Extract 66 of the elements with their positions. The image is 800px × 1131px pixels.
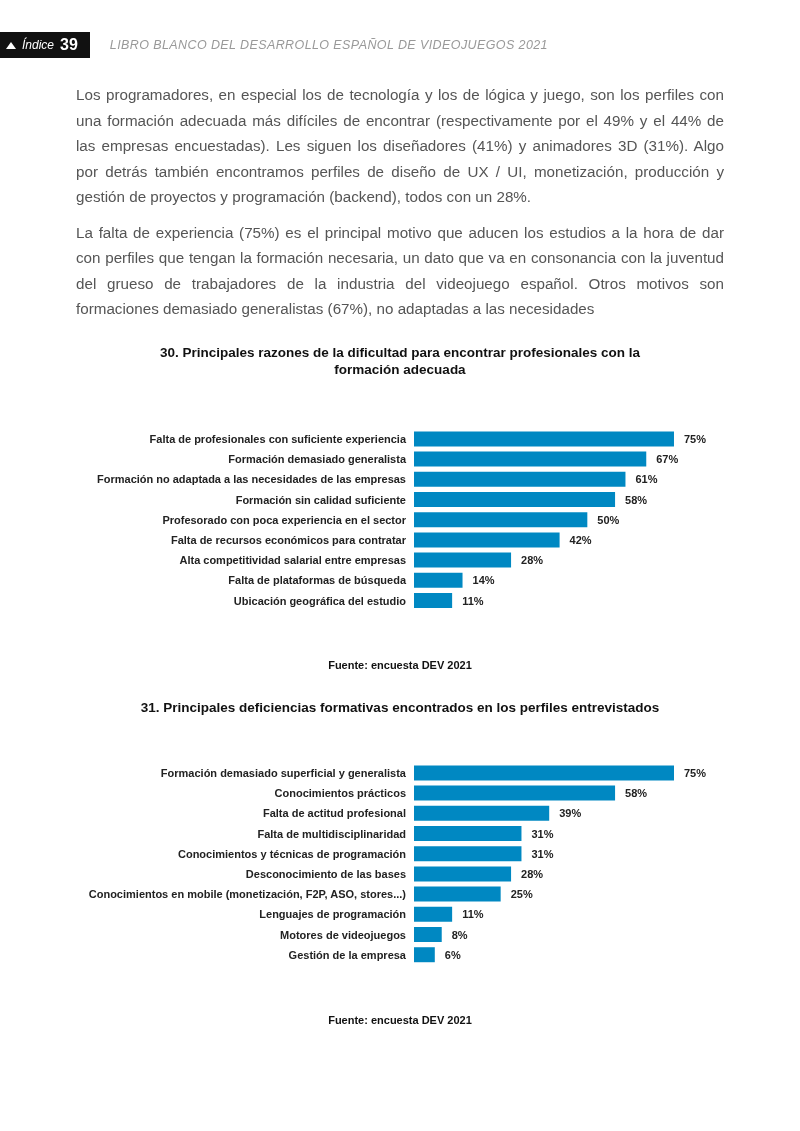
- data-label: 75%: [684, 767, 707, 780]
- y-tick-label: Falta de profesionales con suficiente experiencia: [149, 432, 407, 445]
- data-label: 42%: [569, 533, 592, 546]
- y-tick-label: Conocimientos prácticos: [274, 787, 406, 800]
- y-tick-label: Falta de recursos económicos para contratar: [170, 533, 407, 546]
- bar: [414, 886, 501, 902]
- data-label: 25%: [510, 888, 533, 901]
- bar: [414, 947, 435, 963]
- bar: [414, 592, 453, 608]
- data-label: 58%: [625, 493, 648, 506]
- bar: [414, 846, 522, 862]
- bar: [414, 451, 647, 467]
- data-label: 14%: [472, 573, 495, 586]
- y-tick-label: Gestión de la empresa: [288, 949, 407, 962]
- y-tick-label: Motores de videojuegos: [280, 928, 406, 941]
- y-tick-label: Falta de plataformas de búsqueda: [228, 573, 407, 586]
- y-tick-label: Profesorado con poca experiencia en el sector: [162, 513, 407, 526]
- y-tick-label: Falta de actitud profesional: [262, 807, 406, 820]
- data-label: 61%: [635, 472, 658, 485]
- bar: [414, 491, 616, 507]
- y-tick-label: Conocimientos y técnicas de programación: [177, 848, 407, 861]
- bar: [414, 907, 453, 923]
- text: Índice: [22, 38, 55, 52]
- data-label: 58%: [625, 787, 648, 800]
- text: LIBRO BLANCO DEL DESARROLLO ESPAÑOL DE VIDEOJUEGOS 2021: [109, 38, 548, 52]
- bar: [414, 552, 512, 568]
- bar: [414, 511, 588, 527]
- bar: [414, 430, 674, 446]
- source-note: Fuente: encuesta DEV 2021: [327, 659, 473, 672]
- bar: [414, 572, 463, 588]
- data-label: 8%: [451, 928, 468, 941]
- y-tick-label: Alta competitividad salarial entre empresas: [179, 553, 406, 566]
- y-tick-label: Desconocimiento de las bases: [245, 868, 406, 881]
- data-label: 6%: [444, 949, 461, 962]
- y-tick-label: Formación no adaptada a las necesidades de las empresas: [97, 472, 406, 485]
- bar: [414, 785, 616, 801]
- bar: [414, 866, 512, 882]
- y-tick-label: Conocimientos en mobile (monetización, F2P, ASO, stores...): [88, 888, 407, 901]
- bar: [414, 806, 550, 822]
- y-tick-label: Formación sin calidad suficiente: [235, 493, 406, 506]
- y-tick-label: Formación demasiado generalista: [228, 452, 407, 465]
- text: Los programadores, en especial los de tecnología y los de lógica y juego, son los perfiles con una formación adecuada más difíciles de encontrar (respectivamente por el 49% y el 44% de las empresas encuestadas). Les siguen los diseñadores (41%) y animadores 3D (31%). Algo por detrás también encontramos perfiles de diseño de UX / UI, monetización, producción y gestión de proyectos y programación (backend), todos con un 28%.: [76, 85, 724, 207]
- bar: [414, 531, 560, 547]
- data-label: 28%: [521, 868, 544, 881]
- data-label: 67%: [656, 452, 679, 465]
- y-tick-label: Lenguajes de programación: [259, 908, 407, 921]
- data-label: 31%: [531, 827, 554, 840]
- data-label: 11%: [462, 908, 484, 921]
- text: 39: [60, 36, 78, 54]
- chart-title: 31. Principales deficiencias formativas encontrados en los perfiles entrevistados: [139, 699, 661, 717]
- text: La falta de experiencia (75%) es el principal motivo que aducen los estudios a la hora de dar con perfiles que tengan la formación necesaria, un dato que va en consonancia con la juventud del grueso de trabajadores de la industria del videojuego español. Otros motivos son formaciones demasiado generalistas (67%), no adaptadas a las necesidades: [76, 222, 724, 319]
- data-label: 28%: [521, 553, 544, 566]
- y-tick-label: Formación demasiado superficial y generalista: [160, 767, 407, 780]
- bar: [414, 927, 442, 943]
- source-note: Fuente: encuesta DEV 2021: [327, 1014, 473, 1027]
- bar: [414, 826, 522, 842]
- data-label: 39%: [559, 807, 582, 820]
- y-tick-label: Falta de multidisciplinaridad: [257, 827, 406, 840]
- data-label: 31%: [531, 848, 554, 861]
- data-label: 11%: [462, 594, 484, 607]
- bar: [414, 765, 674, 781]
- data-label: 75%: [684, 432, 707, 445]
- y-tick-label: Ubicación geográfica del estudio: [233, 594, 407, 607]
- bar: [414, 471, 626, 487]
- chart-title: 30. Principales razones de la dificultad para encontrar profesionales con la formación adecuada: [158, 343, 642, 378]
- data-label: 50%: [597, 513, 620, 526]
